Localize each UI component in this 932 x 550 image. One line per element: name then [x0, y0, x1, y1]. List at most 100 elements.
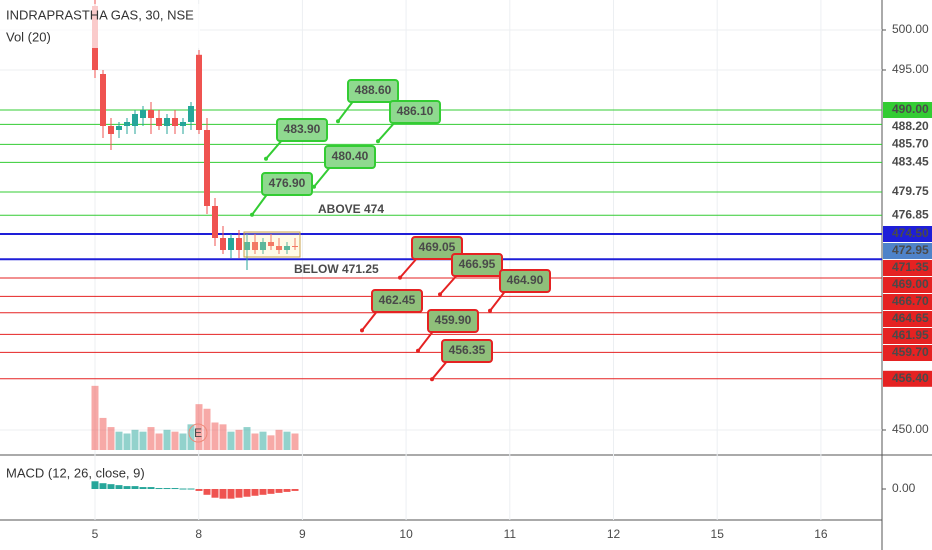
macd-bar: [115, 485, 123, 489]
macd-bar: [291, 489, 299, 491]
callout-label: 476.90: [269, 176, 306, 190]
volume-bar: [203, 408, 211, 450]
volume-bar: [163, 429, 171, 450]
macd-bar: [155, 488, 163, 490]
callout-tip: [250, 212, 254, 217]
callout-label: 488.60: [355, 83, 392, 97]
candle-body: [188, 106, 194, 122]
volume-bar: [139, 431, 147, 450]
marks: E: [91, 0, 299, 499]
price-badge: [883, 260, 932, 276]
volume-bar: [259, 431, 267, 450]
candle-body: [252, 242, 258, 250]
candle-body: [132, 114, 138, 126]
candle-body: [100, 74, 106, 126]
level-label: 483.45: [892, 155, 929, 169]
candle-body: [244, 242, 250, 250]
macd-bar: [99, 483, 107, 489]
callout-tip: [416, 348, 420, 353]
price-badge: [883, 243, 932, 259]
callout-label: 459.90: [435, 313, 472, 327]
callout-pointer: [399, 256, 419, 279]
annotation: ABOVE 474: [318, 202, 384, 216]
callout-pointer: [265, 138, 284, 160]
price-badge: [883, 328, 932, 344]
callout-tip: [488, 308, 492, 313]
candle-body: [108, 126, 114, 134]
price-badge: [883, 277, 932, 293]
price-badge: [883, 226, 932, 242]
candle-body: [124, 122, 130, 126]
x-tick-label: 12: [607, 527, 621, 541]
callout-label: 456.35: [449, 343, 486, 357]
volume-label: Vol (20): [6, 29, 51, 44]
price-badge: [883, 294, 932, 310]
volume-bar: [107, 427, 115, 450]
macd-bar: [227, 489, 235, 499]
candle-body: [180, 122, 186, 126]
candle-body: [164, 118, 170, 126]
macd-bar: [139, 487, 147, 489]
candle-body: [236, 238, 242, 250]
level-label: 471.35: [892, 260, 929, 274]
volume-bar: [243, 427, 251, 450]
y-tick-label: 495.00: [892, 62, 929, 76]
level-label: 459.70: [892, 345, 929, 359]
callout-tip: [430, 377, 434, 382]
macd-bar: [91, 481, 99, 489]
candle-body: [140, 110, 146, 118]
macd-bar: [203, 489, 211, 495]
volume-bar: [155, 433, 163, 450]
macd-label: MACD (12, 26, close, 9): [6, 465, 145, 480]
macd-bar: [131, 486, 139, 489]
volume-bar: [187, 424, 195, 450]
level-label: 488.20: [892, 119, 929, 133]
callout-box: [427, 309, 479, 333]
macd-bar: [163, 488, 171, 490]
volume-bar: [91, 385, 99, 450]
candle-body: [228, 238, 234, 250]
macd-bar: [219, 489, 227, 499]
x-tick-label: 9: [299, 527, 306, 541]
volume-bar: [179, 433, 187, 450]
level-label: 485.70: [892, 137, 929, 151]
volume-bar: [275, 429, 283, 450]
callout-pointer: [251, 192, 269, 216]
macd-bar: [235, 489, 243, 498]
callout-box: [499, 269, 551, 293]
level-label: 476.85: [892, 207, 929, 221]
price-badge: [883, 345, 932, 361]
callout-box: [347, 79, 399, 103]
candle-body: [220, 238, 226, 250]
macd-bar: [123, 486, 131, 489]
price-badge: [883, 370, 932, 387]
callout-box: [371, 289, 423, 313]
callout-box: [389, 100, 441, 124]
callout-box: [411, 236, 463, 260]
callout-tip: [336, 119, 340, 124]
callout-label: 469.05: [419, 240, 456, 254]
callout-label: 483.90: [284, 122, 321, 136]
x-tick-label: 15: [711, 527, 725, 541]
volume-bar: [219, 424, 227, 450]
earnings-marker: E: [194, 426, 202, 440]
callout-pointer: [361, 309, 379, 332]
x-tick-label: 10: [399, 527, 413, 541]
callout-label: 466.95: [459, 257, 496, 271]
candle-body: [148, 110, 154, 118]
macd-bar: [171, 488, 179, 490]
volume-bar: [147, 427, 155, 450]
volume-bar: [123, 433, 131, 450]
callout-box: [324, 145, 376, 169]
callout-pointer: [313, 165, 332, 188]
volume-bar: [131, 429, 139, 450]
callout-label: 462.45: [379, 293, 416, 307]
macd-bar: [283, 489, 291, 492]
volume-bar: [283, 431, 291, 450]
macd-bar: [267, 489, 275, 494]
range-box: [243, 231, 301, 258]
callout-pointer: [439, 273, 459, 296]
volume-bar: [195, 404, 203, 450]
volume-bar: [227, 431, 235, 450]
